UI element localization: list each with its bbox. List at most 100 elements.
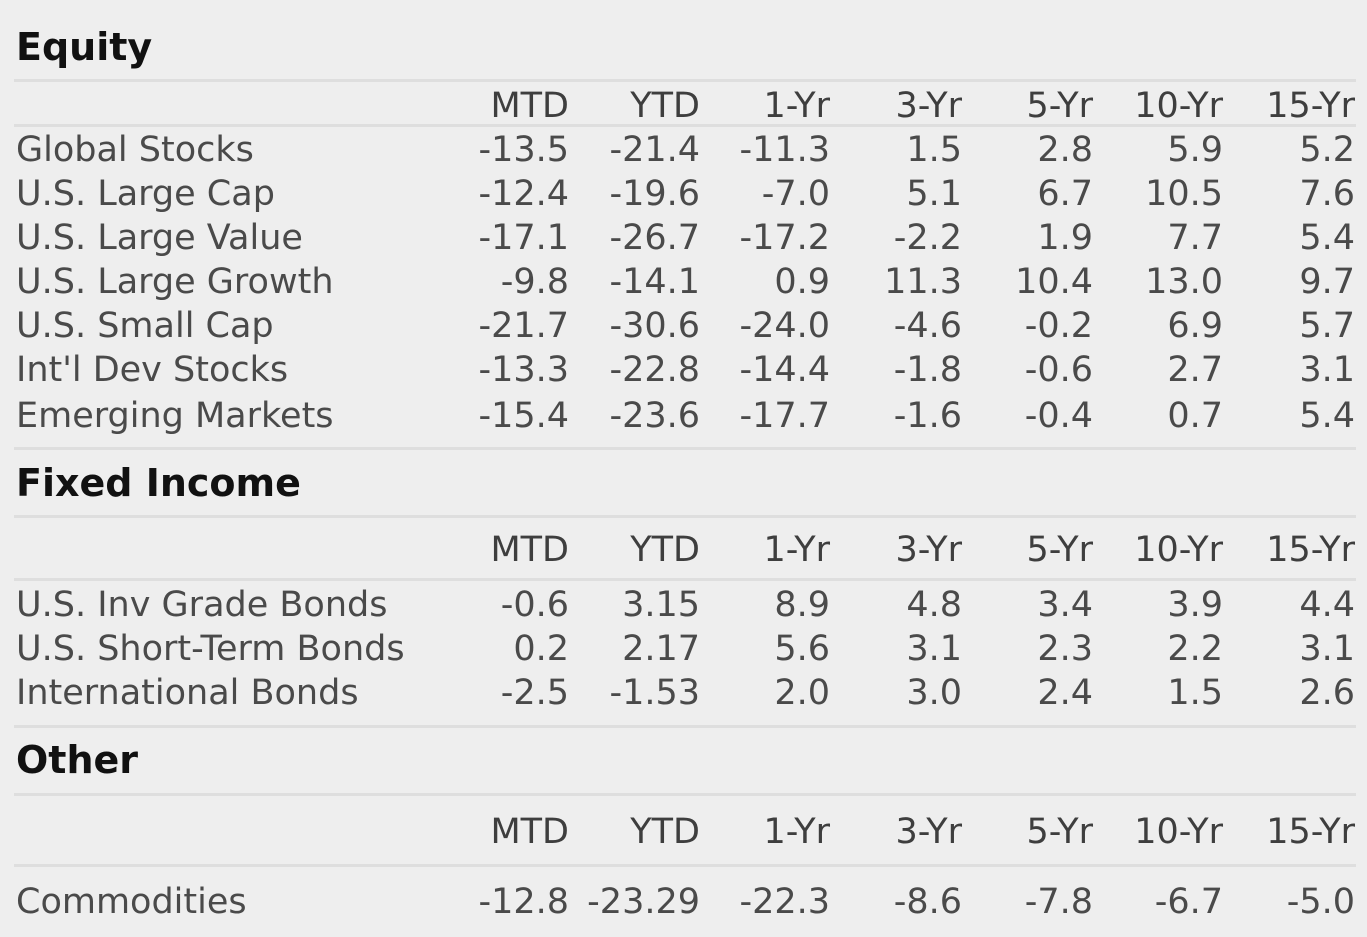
col-header-1yr: 1-Yr [763,86,830,126]
value-5yr: -0.2 [1024,306,1093,346]
value-3yr: 4.8 [906,585,962,625]
value-ytd: -23.29 [587,882,700,922]
header-row-other: MTD YTD 1-Yr 3-Yr 5-Yr 10-Yr 15-Yr [0,810,1367,854]
value-1yr: -24.0 [739,306,830,346]
divider [14,864,1356,867]
value-15yr: -5.0 [1286,882,1355,922]
table-row: U.S. Large Growth -9.8 -14.1 0.9 11.3 10… [0,260,1367,304]
value-15yr: 3.1 [1299,629,1355,669]
value-5yr: 3.4 [1037,585,1093,625]
value-ytd: -23.6 [609,396,700,436]
value-mtd: -17.1 [478,218,569,258]
value-15yr: 5.4 [1299,396,1355,436]
divider [14,725,1356,728]
section-title-fixed-income: Fixed Income [16,461,301,505]
value-3yr: 3.0 [906,673,962,713]
section-title-other: Other [16,738,139,782]
value-15yr: 9.7 [1299,262,1355,302]
row-label: U.S. Inv Grade Bonds [16,585,388,625]
value-15yr: 5.4 [1299,218,1355,258]
value-mtd: -13.5 [478,130,569,170]
value-ytd: -19.6 [609,174,700,214]
value-5yr: -7.8 [1024,882,1093,922]
divider [14,515,1356,518]
value-10yr: 13.0 [1145,262,1223,302]
row-label: U.S. Short-Term Bonds [16,629,405,669]
value-3yr: 3.1 [906,629,962,669]
value-ytd: -14.1 [609,262,700,302]
value-mtd: -9.8 [500,262,569,302]
section-title-equity: Equity [16,25,153,69]
table-row: U.S. Small Cap -21.7 -30.6 -24.0 -4.6 -0… [0,304,1367,348]
table-row: Int'l Dev Stocks -13.3 -22.8 -14.4 -1.8 … [0,348,1367,392]
value-3yr: 1.5 [906,130,962,170]
value-1yr: -7.0 [761,174,830,214]
header-row-fixed-income: MTD YTD 1-Yr 3-Yr 5-Yr 10-Yr 15-Yr [0,528,1367,572]
row-label: U.S. Large Value [16,218,303,258]
value-10yr: 6.9 [1167,306,1223,346]
value-ytd: -26.7 [609,218,700,258]
value-3yr: -4.6 [893,306,962,346]
col-header-mtd: MTD [490,86,569,126]
col-header-ytd: YTD [630,812,700,852]
value-10yr: 10.5 [1145,174,1223,214]
value-mtd: -12.8 [478,882,569,922]
divider [14,578,1356,581]
value-mtd: -15.4 [478,396,569,436]
value-mtd: -21.7 [478,306,569,346]
col-header-15yr: 15-Yr [1266,86,1355,126]
value-10yr: 0.7 [1167,396,1223,436]
value-3yr: -2.2 [893,218,962,258]
value-mtd: -2.5 [500,673,569,713]
col-header-10yr: 10-Yr [1134,86,1223,126]
value-15yr: 2.6 [1299,673,1355,713]
value-3yr: -8.6 [893,882,962,922]
value-10yr: 2.7 [1167,350,1223,390]
value-10yr: 3.9 [1167,585,1223,625]
table-row: U.S. Large Cap -12.4 -19.6 -7.0 5.1 6.7 … [0,172,1367,216]
value-1yr: 0.9 [774,262,830,302]
value-mtd: -0.6 [500,585,569,625]
value-ytd: -22.8 [609,350,700,390]
col-header-1yr: 1-Yr [763,530,830,570]
value-15yr: 5.7 [1299,306,1355,346]
table-row: Emerging Markets -15.4 -23.6 -17.7 -1.6 … [0,394,1367,438]
header-row-equity: MTD YTD 1-Yr 3-Yr 5-Yr 10-Yr 15-Yr [0,84,1367,128]
value-1yr: -17.7 [739,396,830,436]
table-row: Global Stocks -13.5 -21.4 -11.3 1.5 2.8 … [0,128,1367,172]
value-5yr: 1.9 [1037,218,1093,258]
value-5yr: -0.6 [1024,350,1093,390]
col-header-10yr: 10-Yr [1134,812,1223,852]
value-mtd: 0.2 [513,629,569,669]
row-label: U.S. Small Cap [16,306,274,346]
value-15yr: 3.1 [1299,350,1355,390]
divider [14,793,1356,796]
col-header-3yr: 3-Yr [895,530,962,570]
row-label: U.S. Large Growth [16,262,334,302]
table-row: U.S. Short-Term Bonds 0.2 2.17 5.6 3.1 2… [0,627,1367,671]
value-3yr: -1.8 [893,350,962,390]
value-10yr: -6.7 [1154,882,1223,922]
value-ytd: -1.53 [609,673,700,713]
value-15yr: 7.6 [1299,174,1355,214]
value-3yr: 11.3 [884,262,962,302]
divider [14,79,1356,82]
col-header-5yr: 5-Yr [1026,812,1093,852]
row-label: Int'l Dev Stocks [16,350,289,390]
value-10yr: 5.9 [1167,130,1223,170]
value-1yr: 2.0 [774,673,830,713]
value-5yr: 10.4 [1015,262,1093,302]
col-header-3yr: 3-Yr [895,812,962,852]
col-header-ytd: YTD [630,86,700,126]
value-1yr: -11.3 [739,130,830,170]
value-15yr: 5.2 [1299,130,1355,170]
value-5yr: 2.8 [1037,130,1093,170]
table-row: Commodities -12.8 -23.29 -22.3 -8.6 -7.8… [0,880,1367,924]
value-10yr: 7.7 [1167,218,1223,258]
value-5yr: -0.4 [1024,396,1093,436]
value-1yr: -22.3 [739,882,830,922]
row-label: Commodities [16,882,247,922]
table-row: U.S. Large Value -17.1 -26.7 -17.2 -2.2 … [0,216,1367,260]
col-header-3yr: 3-Yr [895,86,962,126]
